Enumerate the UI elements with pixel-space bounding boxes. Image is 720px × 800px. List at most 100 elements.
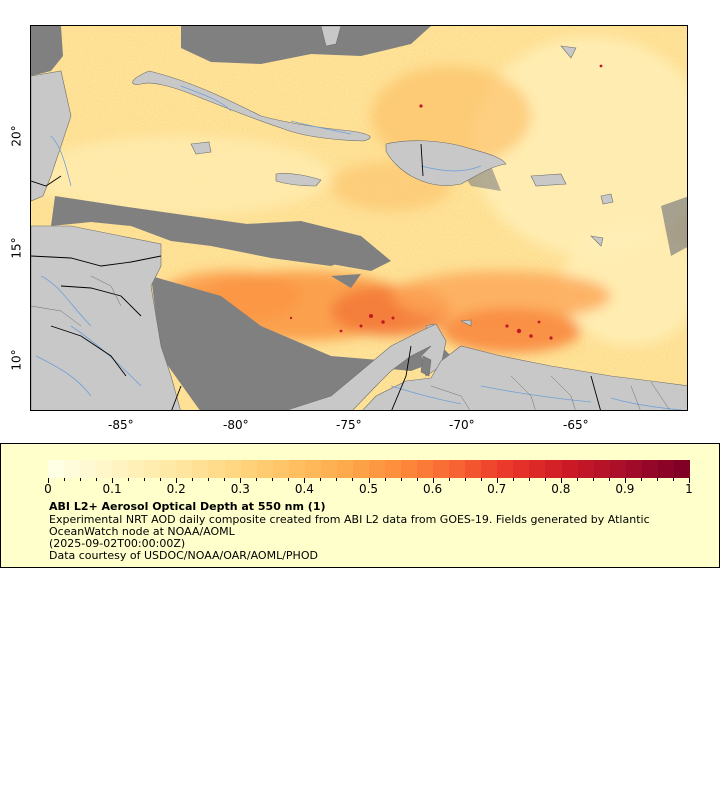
legend-description: Experimental NRT AOD daily composite cre… [49, 513, 650, 538]
colorbar-swatch [240, 460, 257, 478]
colorbar-swatch [384, 460, 402, 478]
legend-panel: ABI L2+ Aerosol Optical Depth at 550 nm … [0, 443, 720, 568]
colorbar-swatch [401, 460, 418, 478]
country-borders [31, 143, 601, 410]
colorbar-swatch [609, 460, 626, 478]
no-data-regions [31, 26, 687, 410]
colorbar-swatch [449, 460, 466, 478]
colorbar-swatch [64, 460, 81, 478]
colorbar-ticks [48, 478, 690, 484]
colorbar-label: 0.7 [487, 482, 507, 496]
colorbar-tick [576, 478, 578, 481]
colorbar-tick [592, 478, 594, 481]
colorbar-label: 0.4 [294, 482, 314, 496]
colorbar-tick [176, 478, 178, 483]
land-masses [31, 26, 687, 410]
colorbar-tick [672, 478, 674, 481]
legend-title: ABI L2+ Aerosol Optical Depth at 550 nm … [49, 500, 326, 513]
map-canvas [31, 26, 687, 410]
aerosol-field [31, 26, 687, 410]
colorbar-swatch [417, 460, 434, 478]
colorbar-swatch [561, 460, 578, 478]
colorbar-swatch [641, 460, 658, 478]
legend-time: (2025-09-02T00:00:00Z) [49, 537, 186, 550]
colorbar-tick [368, 478, 370, 483]
colorbar-tick [384, 478, 386, 481]
lat-label-10: 10° [9, 349, 24, 371]
colorbar-swatch [545, 460, 562, 478]
colorbar-tick [656, 478, 658, 481]
colorbar-swatch [529, 460, 546, 478]
colorbar-tick [464, 478, 466, 481]
colorbar-label: 1 [685, 482, 693, 496]
colorbar-swatch [96, 460, 113, 478]
colorbar-swatch [192, 460, 209, 478]
colorbar-swatch [673, 460, 690, 478]
colorbar-swatch [368, 460, 385, 478]
colorbar-tick [240, 478, 242, 483]
colorbar-tick [144, 478, 146, 481]
colorbar-tick [544, 478, 546, 481]
colorbar-tick [256, 478, 258, 481]
colorbar-tick [528, 478, 530, 481]
colorbar-tick [608, 478, 610, 481]
colorbar-label: 0.2 [166, 482, 186, 496]
colorbar-tick [336, 478, 338, 481]
colorbar-tick [512, 478, 514, 481]
colorbar-tick [400, 478, 402, 481]
colorbar-tick [416, 478, 418, 481]
colorbar-label: 0.3 [230, 482, 250, 496]
lon-label-65w: -65° [563, 418, 589, 432]
colorbar-tick [224, 478, 226, 481]
colorbar-swatch [465, 460, 482, 478]
colorbar-label: 0.1 [102, 482, 122, 496]
colorbar-label: 0.6 [423, 482, 443, 496]
colorbar-swatch [176, 460, 193, 478]
colorbar-swatch [433, 460, 450, 478]
colorbar-tick [432, 478, 434, 483]
colorbar-swatch [481, 460, 498, 478]
lat-label-15: 15° [9, 237, 24, 259]
colorbar-swatch [144, 460, 161, 478]
colorbar-swatch [128, 460, 145, 478]
colorbar-tick [80, 478, 82, 481]
colorbar-swatch [657, 460, 674, 478]
colorbar-tick [112, 478, 114, 483]
colorbar-tick [320, 478, 322, 481]
aod-map[interactable] [30, 25, 688, 411]
colorbar-swatch [112, 460, 129, 478]
colorbar-swatch [80, 460, 97, 478]
colorbar-tick [624, 478, 626, 483]
colorbar-tick [304, 478, 306, 483]
colorbar-tick [352, 478, 354, 481]
colorbar-label: 0.8 [551, 482, 571, 496]
rivers [35, 85, 682, 410]
colorbar-tick [689, 478, 690, 483]
lon-label-70w: -70° [449, 418, 475, 432]
colorbar-tick [128, 478, 130, 481]
colorbar-label: 0 [44, 482, 52, 496]
colorbar-swatch [513, 460, 530, 478]
colorbar-swatch [320, 460, 337, 478]
lon-label-85w: -85° [108, 418, 134, 432]
colorbar-tick [208, 478, 210, 481]
colorbar-tick [496, 478, 498, 483]
lat-label-20: 20° [9, 125, 24, 147]
colorbar-swatch [352, 460, 369, 478]
colorbar-label: 0.9 [615, 482, 635, 496]
legend-credit: Data courtesy of USDOC/NOAA/OAR/AOML/PHO… [49, 549, 318, 562]
colorbar-tick [448, 478, 450, 481]
colorbar-swatch [272, 460, 289, 478]
lon-label-80w: -80° [223, 418, 249, 432]
colorbar-tick [160, 478, 162, 481]
colorbar-swatch [625, 460, 642, 478]
colorbar-swatch [577, 460, 594, 478]
colorbar-tick [560, 478, 562, 483]
colorbar-swatch [304, 460, 321, 478]
colorbar-swatch [160, 460, 177, 478]
colorbar-swatch [593, 460, 610, 478]
colorbar [48, 460, 690, 478]
colorbar-label: 0.5 [358, 482, 379, 496]
colorbar-tick [96, 478, 98, 481]
colorbar-swatch [336, 460, 353, 478]
